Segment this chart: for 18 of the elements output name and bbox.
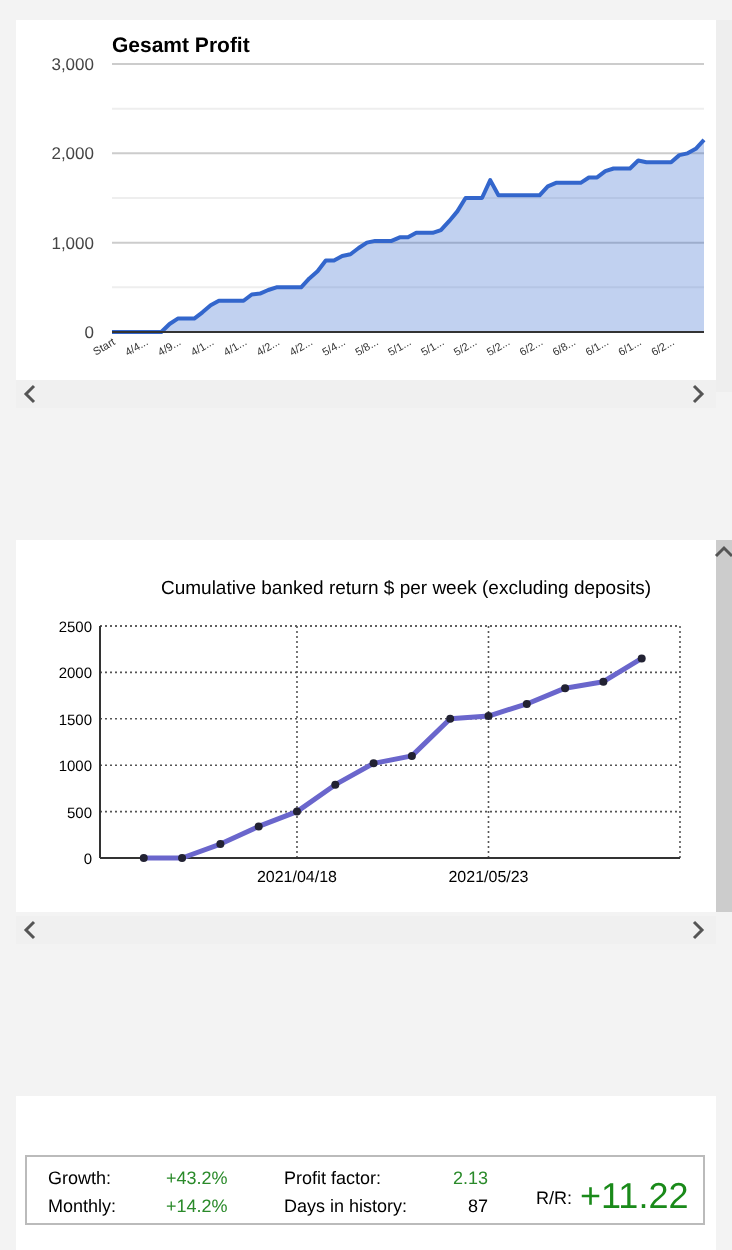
y-tick-label: 1,000 <box>51 232 95 253</box>
chart-title: Cumulative banked return $ per week (excluding deposits) <box>160 578 652 600</box>
chart-title: Gesamt Profit <box>112 34 251 58</box>
x-tick-label: 2021/05/23 <box>448 868 530 886</box>
y-tick-label: 0 <box>84 322 95 342</box>
text: R/R: <box>536 1188 572 1208</box>
text: 87 <box>467 1196 488 1216</box>
x-tick-label: 2021/04/18 <box>256 868 339 886</box>
text: Growth: <box>48 1168 112 1188</box>
text: +11.22 <box>580 1176 689 1216</box>
text: +14.2% <box>166 1196 228 1216</box>
text: Monthly: <box>48 1196 117 1216</box>
text: +43.2% <box>166 1168 228 1188</box>
text: 2.13 <box>452 1168 488 1188</box>
text: Days in history: <box>284 1196 408 1216</box>
y-tick-label: 2,000 <box>51 143 95 164</box>
y-tick-label: 3,000 <box>51 54 95 74</box>
text: Profit factor: <box>284 1168 382 1188</box>
